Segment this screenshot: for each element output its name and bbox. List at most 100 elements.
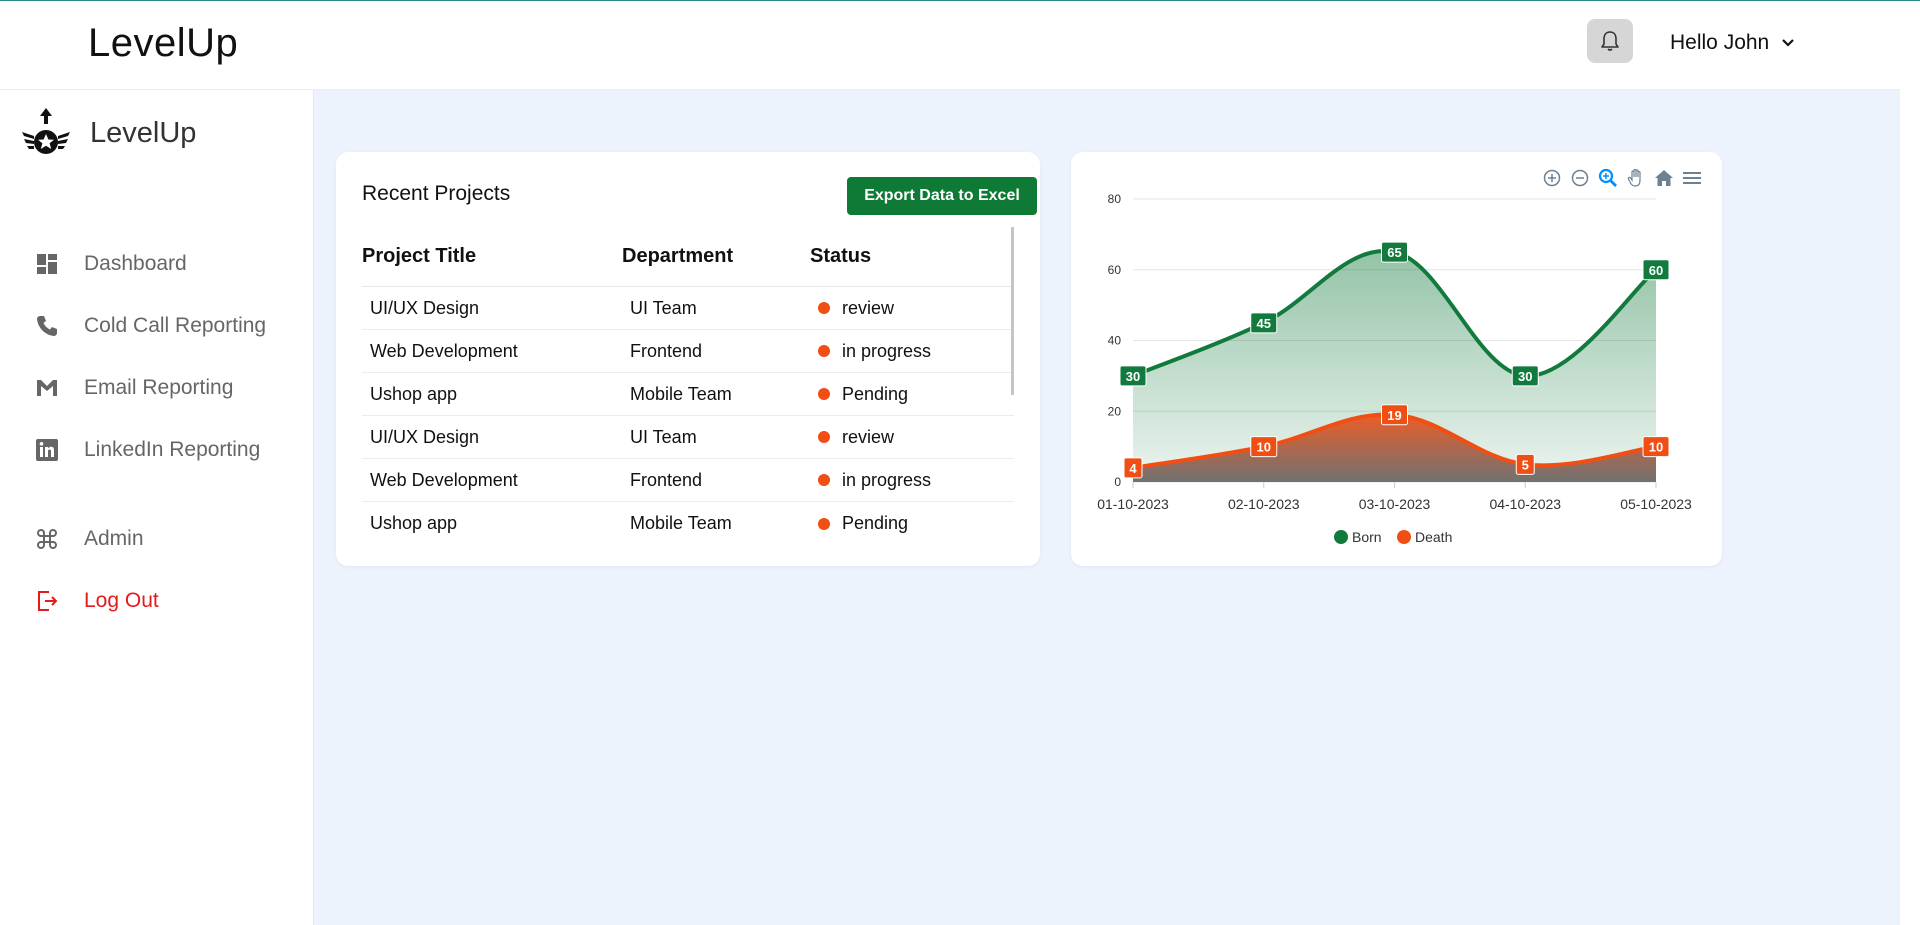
sidebar-item-email-reporting[interactable]: Email Reporting: [34, 375, 233, 401]
sidebar-brand: LevelUp: [90, 116, 197, 149]
header-brand: LevelUp: [88, 21, 239, 65]
data-label: 19: [1387, 408, 1401, 423]
cell-status: in progress: [810, 470, 1014, 491]
selection-zoom-icon[interactable]: [1598, 168, 1618, 188]
status-dot-icon: [818, 388, 830, 400]
table-row[interactable]: Web Development Frontend in progress: [362, 459, 1014, 502]
table-row[interactable]: Ushop app Mobile Team Pending: [362, 502, 1014, 545]
data-label-bg: [1642, 259, 1670, 281]
status-dot-icon: [818, 474, 830, 486]
data-label-bg: [1123, 457, 1143, 479]
cell-title: Ushop app: [370, 513, 458, 533]
data-label: 30: [1518, 369, 1532, 384]
status-text: review: [842, 297, 895, 318]
sidebar-item-label: LinkedIn Reporting: [84, 438, 261, 461]
cell-department: Mobile Team: [630, 383, 732, 404]
chevron-down-icon: [1782, 39, 1795, 47]
sidebar-item-admin[interactable]: Admin: [34, 526, 144, 552]
status-text: Pending: [842, 513, 909, 533]
status-dot-icon: [818, 517, 830, 530]
user-menu[interactable]: Hello John: [1670, 31, 1795, 55]
pan-icon[interactable]: [1626, 168, 1646, 188]
sidebar-logo[interactable]: LevelUp: [20, 108, 196, 158]
y-tick-label: 80: [1108, 192, 1122, 206]
table-row[interactable]: UI/UX Design UI Team review: [362, 287, 1014, 330]
sidebar-item-label: Cold Call Reporting: [84, 314, 267, 337]
x-tick-label: 03-10-2023: [1359, 496, 1431, 512]
zoom-out-icon[interactable]: [1570, 168, 1590, 188]
table-header: Project Title Department Status: [362, 227, 1014, 287]
dashboard-icon: [34, 251, 60, 277]
cell-status: review: [810, 427, 1014, 448]
cell-status: review: [810, 298, 1014, 319]
data-label-bg: [1511, 365, 1539, 387]
cell-department: UI Team: [630, 297, 697, 318]
phone-icon: [34, 313, 60, 339]
export-excel-button[interactable]: Export Data to Excel: [847, 177, 1037, 215]
status-text: review: [842, 426, 895, 447]
menu-icon[interactable]: [1682, 168, 1702, 188]
data-label-bg: [1381, 241, 1408, 263]
sidebar-item-logout[interactable]: Log Out: [34, 588, 159, 614]
data-label: 30: [1126, 369, 1140, 384]
linkedin-icon: [34, 437, 60, 463]
status-text: Pending: [842, 383, 909, 404]
table-row[interactable]: Ushop app Mobile Team Pending: [362, 373, 1014, 416]
cell-status: Pending: [810, 384, 1014, 405]
reset-home-icon[interactable]: [1654, 168, 1674, 188]
sidebar-item-linkedin-reporting[interactable]: LinkedIn Reporting: [34, 437, 260, 463]
chart-toolbar: [1542, 168, 1702, 188]
area-chart: 0 20 40 60 80 01-10-2023 02-10-2023 03-10-2023 0…: [1097, 192, 1692, 545]
data-label: 65: [1387, 245, 1401, 260]
born-death-chart-card: 0 20 40 60 80 01-10-2023 02-10-2023 03-10-2023 0…: [1071, 152, 1722, 566]
data-label: 4: [1129, 461, 1137, 476]
table-row[interactable]: Web Development Frontend in progress: [362, 330, 1014, 373]
table-row[interactable]: UI/UX Design UI Team review: [362, 416, 1014, 459]
data-label-bg: [1119, 365, 1147, 387]
logout-icon: [34, 588, 60, 614]
sidebar-item-label: Admin: [84, 527, 144, 550]
y-tick-label: 60: [1108, 263, 1122, 277]
sidebar-item-label: Email Reporting: [84, 376, 234, 399]
legend-marker-death: [1397, 530, 1411, 544]
y-tick-label: 0: [1114, 475, 1121, 489]
data-label: 10: [1257, 440, 1271, 455]
data-label-bg: [1381, 404, 1408, 426]
sidebar-item-cold-call-reporting[interactable]: Cold Call Reporting: [34, 313, 266, 339]
recent-projects-card: Recent Projects Export Data to Excel Pro…: [336, 152, 1040, 566]
sidebar-item-dashboard[interactable]: Dashboard: [34, 251, 187, 277]
status-text: in progress: [842, 340, 932, 361]
cell-title: Ushop app: [370, 383, 458, 404]
data-label: 60: [1649, 263, 1663, 278]
cell-title: UI/UX Design: [370, 426, 480, 447]
legend-marker-born: [1334, 530, 1348, 544]
cell-title: Web Development: [370, 340, 518, 361]
cell-status: in progress: [810, 341, 1014, 362]
gmail-icon: [34, 375, 60, 401]
notification-button[interactable]: [1587, 19, 1633, 63]
sidebar: LevelUp Dashboard Cold Call Reporting Em…: [0, 90, 314, 925]
status-dot-icon: [818, 345, 830, 357]
table-scrollbar[interactable]: [1011, 227, 1014, 395]
cell-department: UI Team: [630, 426, 697, 447]
bell-icon: [1601, 31, 1619, 51]
main-content: Recent Projects Export Data to Excel Pro…: [314, 90, 1900, 925]
data-label-bg: [1642, 436, 1670, 458]
cell-department: Mobile Team: [630, 513, 732, 533]
y-tick-label: 20: [1108, 404, 1122, 418]
sidebar-item-label: Log Out: [84, 589, 159, 612]
legend-label-death: Death: [1415, 529, 1452, 545]
data-label-bg: [1250, 436, 1278, 458]
column-header-status: Status: [810, 245, 872, 267]
cell-department: Frontend: [630, 340, 703, 361]
column-header-department: Department: [622, 245, 734, 267]
data-label: 5: [1522, 457, 1529, 472]
x-tick-label: 04-10-2023: [1489, 496, 1561, 512]
legend-label-born: Born: [1352, 529, 1382, 545]
user-greeting: Hello John: [1670, 31, 1770, 54]
y-tick-label: 40: [1108, 334, 1122, 348]
data-label-bg: [1250, 312, 1278, 334]
data-label: 45: [1257, 316, 1271, 331]
zoom-in-icon[interactable]: [1542, 168, 1562, 188]
command-icon: [34, 526, 60, 552]
